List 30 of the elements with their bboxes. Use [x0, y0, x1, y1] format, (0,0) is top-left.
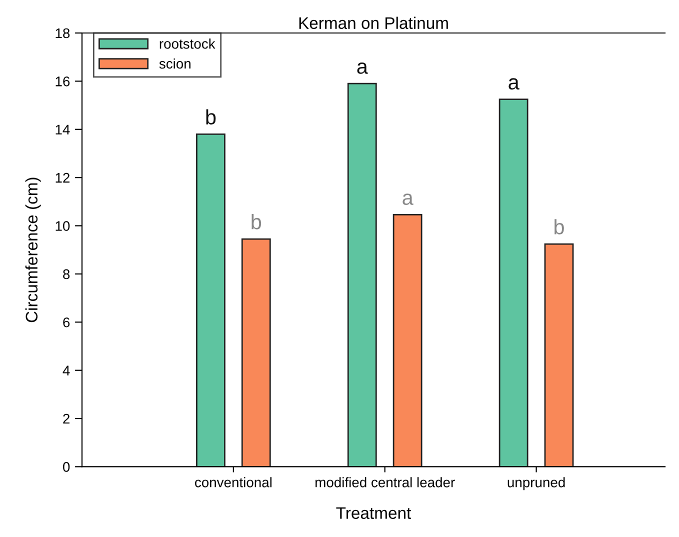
- y-tick-label: 12: [56, 172, 70, 183]
- legend-label: scion: [159, 58, 190, 69]
- bar: [392, 214, 422, 467]
- y-tick-label: 6: [63, 317, 70, 328]
- x-tick-label: unpruned: [508, 477, 565, 490]
- x-tick-label: conventional: [195, 477, 272, 488]
- y-axis-title: Circumference (cm): [25, 178, 41, 322]
- y-tick-label: 4: [62, 366, 70, 376]
- y-tick-label: 8: [63, 269, 70, 280]
- y-tick-label: 14: [56, 124, 70, 134]
- annotation: a: [402, 194, 414, 205]
- x-tick-label: modified central leader: [316, 477, 455, 488]
- y-tick-label: 10: [56, 221, 70, 231]
- bar: [498, 98, 528, 467]
- bar: [544, 243, 574, 467]
- annotation: b: [554, 219, 564, 234]
- y-tick-label: 2: [63, 414, 70, 424]
- chart-title: Kerman on Platinum: [299, 16, 448, 29]
- bar: [196, 134, 226, 467]
- annotation: a: [357, 62, 368, 74]
- annotation: a: [508, 78, 520, 90]
- x-axis-title: Treatment: [336, 507, 412, 519]
- legend-label: rootstock: [160, 38, 216, 49]
- annotation: b: [206, 109, 216, 125]
- y-tick-label: 16: [56, 76, 70, 86]
- bar: [347, 82, 377, 467]
- bar: [241, 238, 271, 467]
- y-tick-label: 0: [63, 462, 70, 472]
- y-tick-label: 18: [56, 28, 70, 38]
- annotation: b: [252, 214, 262, 230]
